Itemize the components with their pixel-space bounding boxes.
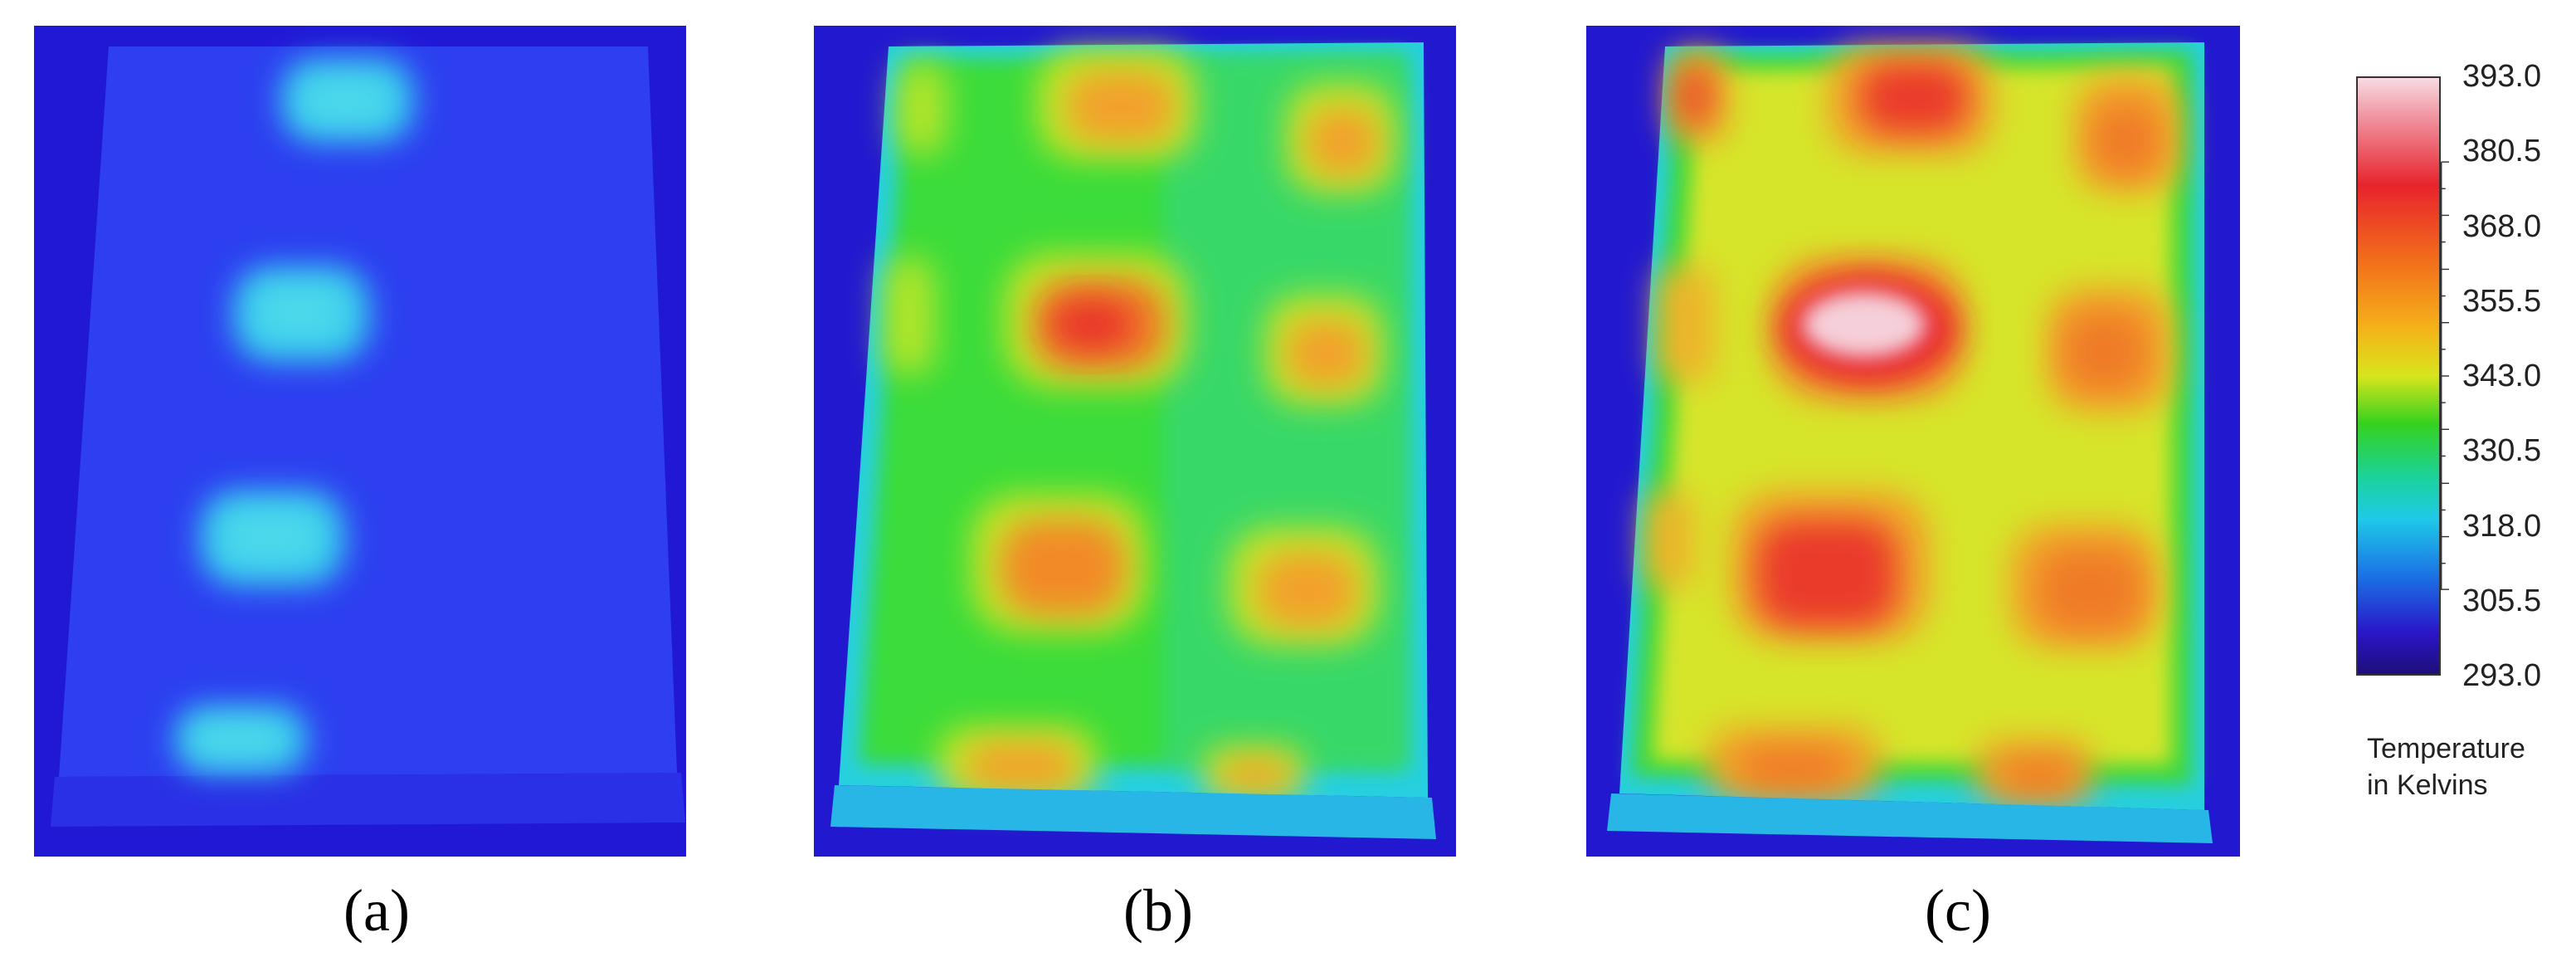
caption-c: (c) (1925, 877, 1991, 944)
colorbar-tick-label: 330.5 (2462, 433, 2542, 469)
colorbar-tick-label: 293.0 (2462, 658, 2542, 693)
caption-a: (a) (343, 877, 410, 944)
thermal-image-c (1586, 26, 2240, 857)
colorbar-tick-label: 355.5 (2462, 283, 2542, 319)
colorbar-ticks (2441, 161, 2449, 590)
thermal-image-a (34, 26, 686, 857)
temperature-colorbar (2356, 76, 2441, 676)
colorbar-tick-label: 305.5 (2462, 583, 2542, 618)
colorbar-tick-label: 368.0 (2462, 208, 2542, 244)
colorbar-tick-label: 393.0 (2462, 59, 2542, 94)
thermal-image-b (814, 26, 1456, 857)
caption-b: (b) (1123, 877, 1193, 944)
colorbar-tick-label: 380.5 (2462, 134, 2542, 169)
legend-title-line1: Temperature (2367, 733, 2525, 764)
colorbar-tick-label: 318.0 (2462, 508, 2542, 544)
legend-title-line2: in Kelvins (2367, 769, 2488, 801)
colorbar-tick-label: 343.0 (2462, 359, 2542, 393)
